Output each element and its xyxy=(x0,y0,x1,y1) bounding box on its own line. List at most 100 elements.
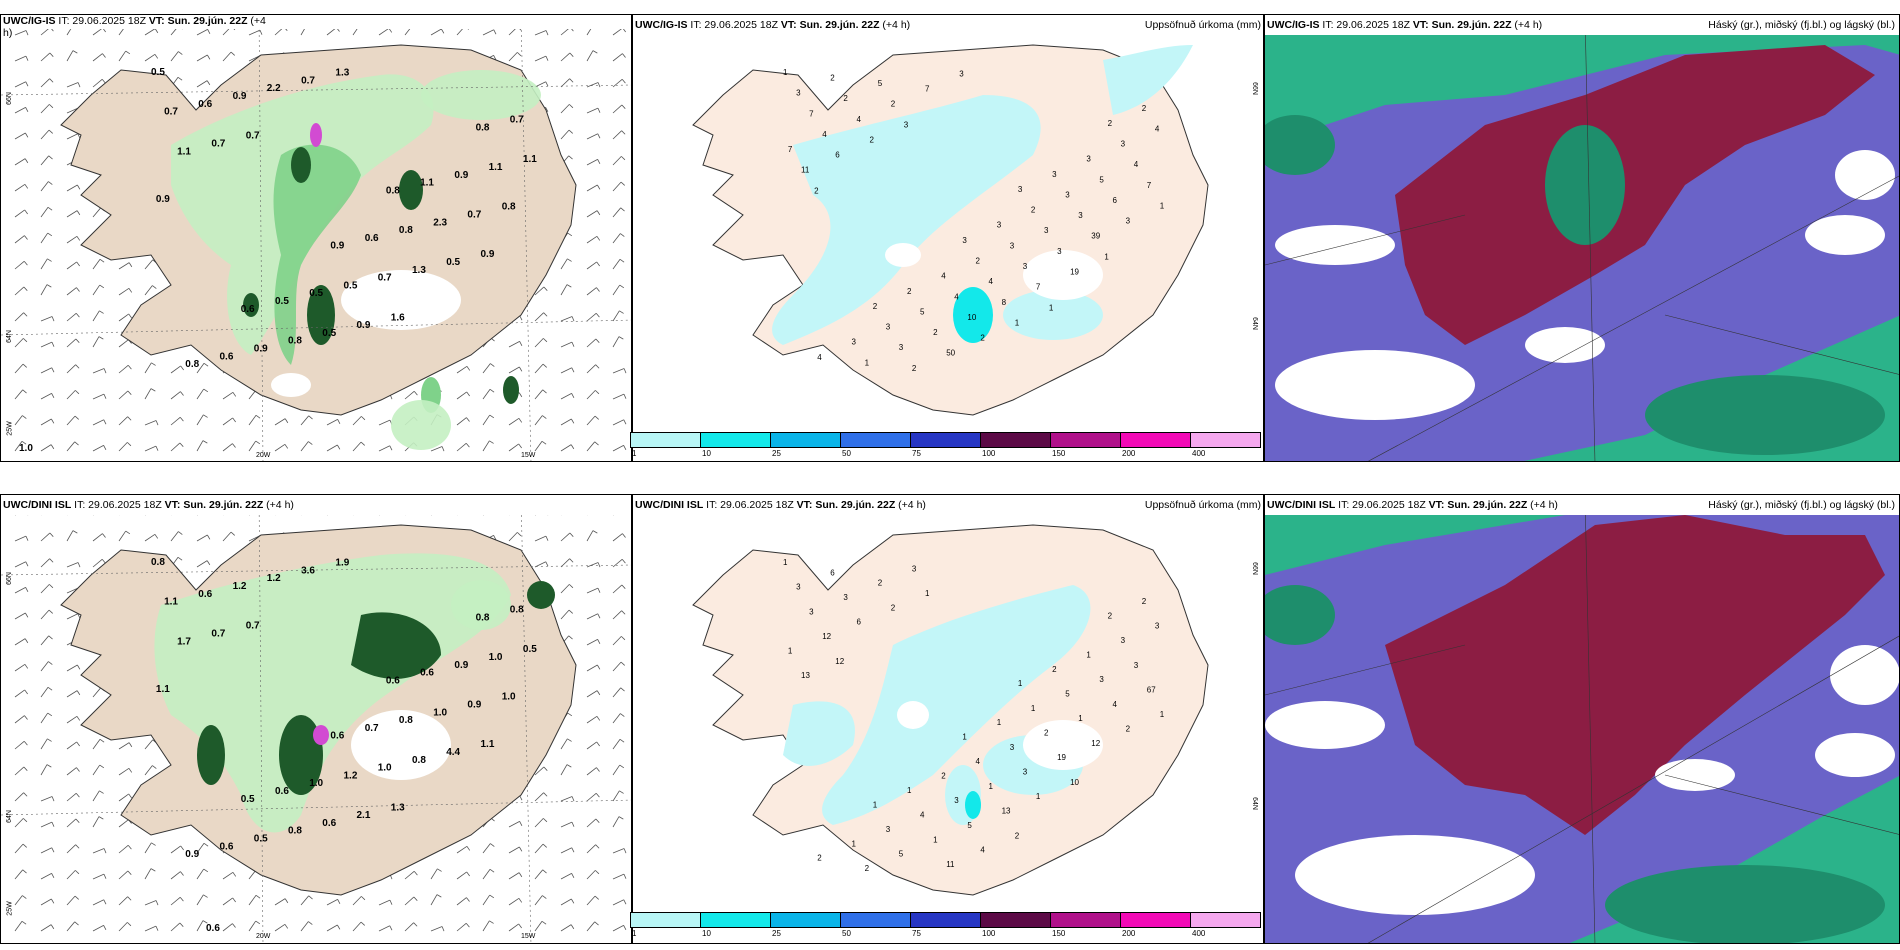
wind-barb xyxy=(560,393,572,400)
wind-speed-label: 1.9 xyxy=(335,558,349,569)
wind-barb-flag xyxy=(623,873,627,879)
wind-barb xyxy=(14,312,24,322)
wind-barb xyxy=(560,418,572,426)
wind-speed-label: 1.7 xyxy=(177,636,191,647)
wind-barb xyxy=(66,364,76,374)
wind-barb xyxy=(586,639,598,646)
colorbar-swatch xyxy=(770,432,841,448)
wind-barb-flag xyxy=(48,129,54,134)
wind-speed-label: 1.1 xyxy=(164,597,178,608)
title-lead: (+4 h) xyxy=(1527,499,1558,511)
wind-barb xyxy=(40,258,48,270)
precip-amount-label: 2 xyxy=(912,364,917,373)
precip-shading xyxy=(772,45,1193,345)
title-lead-wrap: h) xyxy=(3,27,13,39)
wind-barb-flag xyxy=(51,847,55,853)
wind-barb-flag xyxy=(232,443,236,448)
wind-map-canvas: 0.5 0.8 0.6 0.8 0.9 0.8 1.1 0.5 0.7 0.6 0.6 0.9 0.5 0… xyxy=(1,15,631,461)
wind-barb xyxy=(66,210,78,218)
wind-barb-flag xyxy=(619,764,625,769)
precip-amount-label: 1 xyxy=(962,733,967,742)
wind-barb-flag xyxy=(620,687,625,692)
wind-barb xyxy=(534,895,543,906)
colorbar-swatch xyxy=(1050,912,1121,928)
wind-barb-flag xyxy=(50,444,55,450)
wind-barb-flag xyxy=(542,869,547,874)
wind-barb-flag xyxy=(206,80,211,86)
wind-barb-flag xyxy=(48,155,53,160)
wind-barb xyxy=(222,897,233,906)
lon-label-25w: 25W xyxy=(6,901,14,916)
colorbar-swatch xyxy=(980,912,1051,928)
wind-barb xyxy=(170,871,181,880)
wind-speed-label: 0.8 xyxy=(399,225,413,236)
wind-barb-flag xyxy=(466,366,471,371)
wind-speed-label: 1.3 xyxy=(335,68,349,79)
wind-barb xyxy=(14,441,23,452)
wind-barb xyxy=(586,562,599,568)
title-init: IT: 29.06.2025 18Z xyxy=(71,499,165,511)
wind-barb xyxy=(430,28,442,36)
wind-barb-flag xyxy=(98,816,104,820)
precip-amount-label: 2 xyxy=(1142,597,1147,606)
wind-barb xyxy=(222,531,232,542)
wind-barb xyxy=(378,445,390,452)
wind-barb-flag xyxy=(230,531,236,536)
wind-barb-flag xyxy=(48,181,53,185)
wind-barb-flag xyxy=(230,51,236,56)
wind-barb xyxy=(612,764,621,776)
wind-barb-flag xyxy=(150,388,156,392)
wind-barb xyxy=(66,82,79,88)
precip-amount-label: 3 xyxy=(899,343,904,352)
wind-barb xyxy=(612,259,621,270)
wind-barb xyxy=(92,790,100,802)
wind-barb xyxy=(508,417,520,426)
wind-barb xyxy=(66,613,78,620)
precip-amount-label: 2 xyxy=(933,328,938,337)
wind-barb-flag xyxy=(597,587,601,593)
wind-barb xyxy=(482,389,491,400)
wind-barb-flag xyxy=(596,236,601,241)
wind-barb xyxy=(612,156,622,166)
wind-barb xyxy=(14,921,23,932)
title-model: UWC/DINI ISL xyxy=(3,499,72,511)
title-init: IT: 29.06.2025 18Z xyxy=(1319,19,1413,31)
wind-barb-flag xyxy=(360,921,366,926)
wind-barb-flag xyxy=(441,446,445,452)
wind-map-canvas: 0.8 0.6 0.5 0.8 0.6 0.9 0.6 0.6 0.8 0.7 0.6 0.9 1.0 1… xyxy=(1,495,631,943)
wind-barb-flag xyxy=(51,418,55,424)
wind-barb-flag xyxy=(47,232,53,237)
panel-variable-title: Uppsöfnuð úrkoma (mm) xyxy=(1144,19,1261,31)
wind-barb xyxy=(534,766,545,776)
wind-barb xyxy=(560,796,573,802)
cloud-map-panel-row2: UWC/DINI ISL IT: 29.06.2025 18Z VT: Sun.… xyxy=(1264,494,1900,944)
wind-barb xyxy=(508,52,518,62)
colorbar-tick-label: 400 xyxy=(1192,449,1206,458)
wind-barb-flag xyxy=(75,390,80,395)
colorbar-swatch xyxy=(700,432,771,448)
wind-barb-flag xyxy=(77,664,81,670)
wind-barb xyxy=(248,440,257,452)
wind-barb-flag xyxy=(154,534,159,539)
wind-barb xyxy=(560,847,572,854)
wind-barb xyxy=(612,661,622,672)
wind-barb-flag xyxy=(151,842,156,846)
wind-barb xyxy=(456,442,467,452)
wind-barb-flag xyxy=(128,768,133,773)
wind-barb xyxy=(92,764,101,776)
precip-amount-label: 7 xyxy=(1036,283,1041,292)
wind-barb-flag xyxy=(519,341,523,346)
wind-barb-flag xyxy=(519,821,523,826)
wind-barb xyxy=(196,363,205,374)
wind-barb xyxy=(612,310,620,322)
wind-barb xyxy=(612,636,622,646)
precip-amount-label: 1 xyxy=(997,718,1002,727)
wind-barb xyxy=(196,894,204,906)
precip-amount-label: 3 xyxy=(886,825,891,834)
precip-amount-label: 2 xyxy=(817,854,822,863)
colorbar-tick-label: 200 xyxy=(1122,449,1136,458)
wind-barb xyxy=(92,816,100,828)
wind-barb-flag xyxy=(571,821,575,827)
wind-barb-flag xyxy=(284,418,289,424)
wind-speed-label: 0.8 xyxy=(510,605,524,616)
